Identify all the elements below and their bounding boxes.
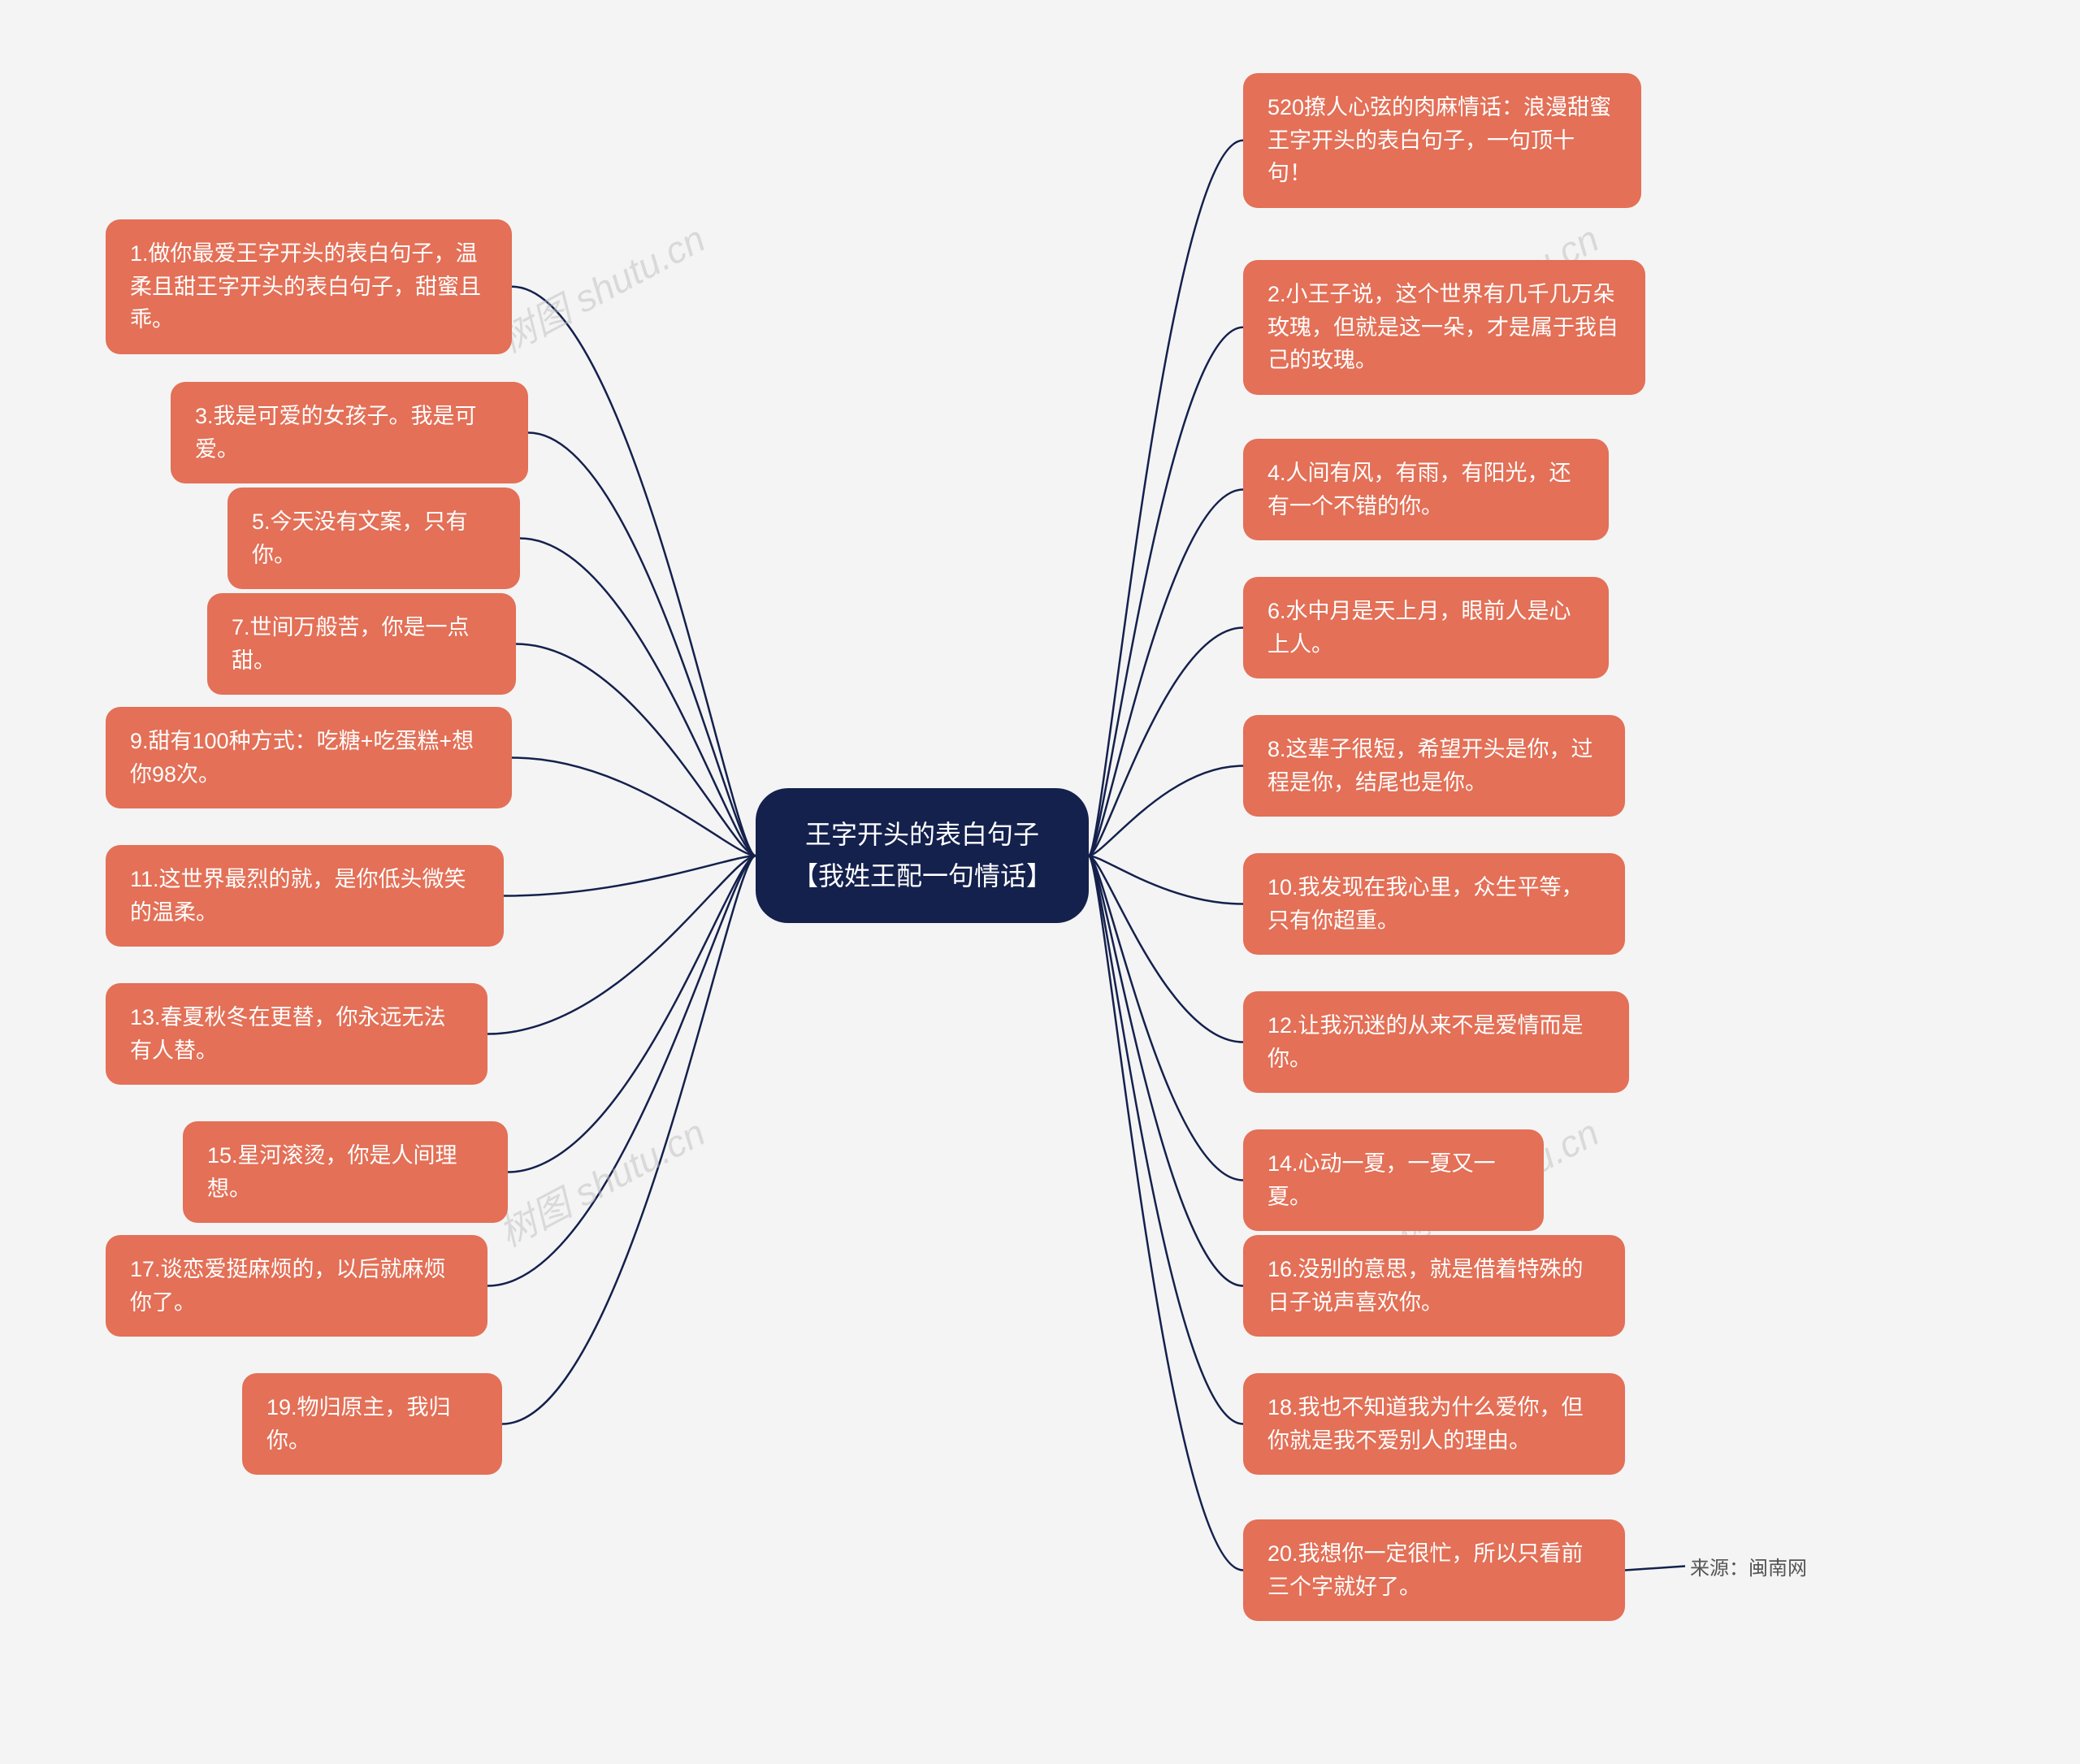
right-node-10[interactable]: 20.我想你一定很忙，所以只看前三个字就好了。: [1243, 1519, 1625, 1621]
right-node-9[interactable]: 18.我也不知道我为什么爱你，但你就是我不爱别人的理由。: [1243, 1373, 1625, 1475]
left-node-0[interactable]: 1.做你最爱王字开头的表白句子，温柔且甜王字开头的表白句子，甜蜜且乖。: [106, 219, 512, 354]
left-node-5[interactable]: 11.这世界最烈的就，是你低头微笑的温柔。: [106, 845, 504, 947]
right-node-4[interactable]: 8.这辈子很短，希望开头是你，过程是你，结尾也是你。: [1243, 715, 1625, 817]
watermark: 树图 shutu.cn: [488, 1103, 713, 1257]
right-node-0[interactable]: 520撩人心弦的肉麻情话：浪漫甜蜜王字开头的表白句子，一句顶十句！: [1243, 73, 1641, 208]
left-node-6[interactable]: 13.春夏秋冬在更替，你永远无法有人替。: [106, 983, 488, 1085]
right-node-3[interactable]: 6.水中月是天上月，眼前人是心上人。: [1243, 577, 1609, 678]
left-node-8[interactable]: 17.谈恋爱挺麻烦的，以后就麻烦你了。: [106, 1235, 488, 1337]
mindmap-canvas: 树图 shutu.cn树图 shutu.cn树图 shutu.cn树图 shut…: [0, 0, 2080, 1764]
left-node-9[interactable]: 19.物归原主，我归你。: [242, 1373, 502, 1475]
source-note: 来源：闽南网: [1690, 1552, 1807, 1580]
right-node-6[interactable]: 12.让我沉迷的从来不是爱情而是你。: [1243, 991, 1629, 1093]
left-node-2[interactable]: 5.今天没有文案，只有你。: [228, 488, 520, 589]
watermark: 树图 shutu.cn: [488, 210, 713, 363]
left-node-7[interactable]: 15.星河滚烫，你是人间理想。: [183, 1121, 508, 1223]
left-node-1[interactable]: 3.我是可爱的女孩子。我是可爱。: [171, 382, 528, 483]
center-topic[interactable]: 王字开头的表白句子【我姓王配一句情话】: [756, 788, 1089, 923]
right-node-5[interactable]: 10.我发现在我心里，众生平等，只有你超重。: [1243, 853, 1625, 955]
left-node-3[interactable]: 7.世间万般苦，你是一点甜。: [207, 593, 516, 695]
left-node-4[interactable]: 9.甜有100种方式：吃糖+吃蛋糕+想你98次。: [106, 707, 512, 808]
right-node-1[interactable]: 2.小王子说，这个世界有几千几万朵玫瑰，但就是这一朵，才是属于我自己的玫瑰。: [1243, 260, 1645, 395]
right-node-2[interactable]: 4.人间有风，有雨，有阳光，还有一个不错的你。: [1243, 439, 1609, 540]
right-node-7[interactable]: 14.心动一夏，一夏又一夏。: [1243, 1129, 1544, 1231]
right-node-8[interactable]: 16.没别的意思，就是借着特殊的日子说声喜欢你。: [1243, 1235, 1625, 1337]
